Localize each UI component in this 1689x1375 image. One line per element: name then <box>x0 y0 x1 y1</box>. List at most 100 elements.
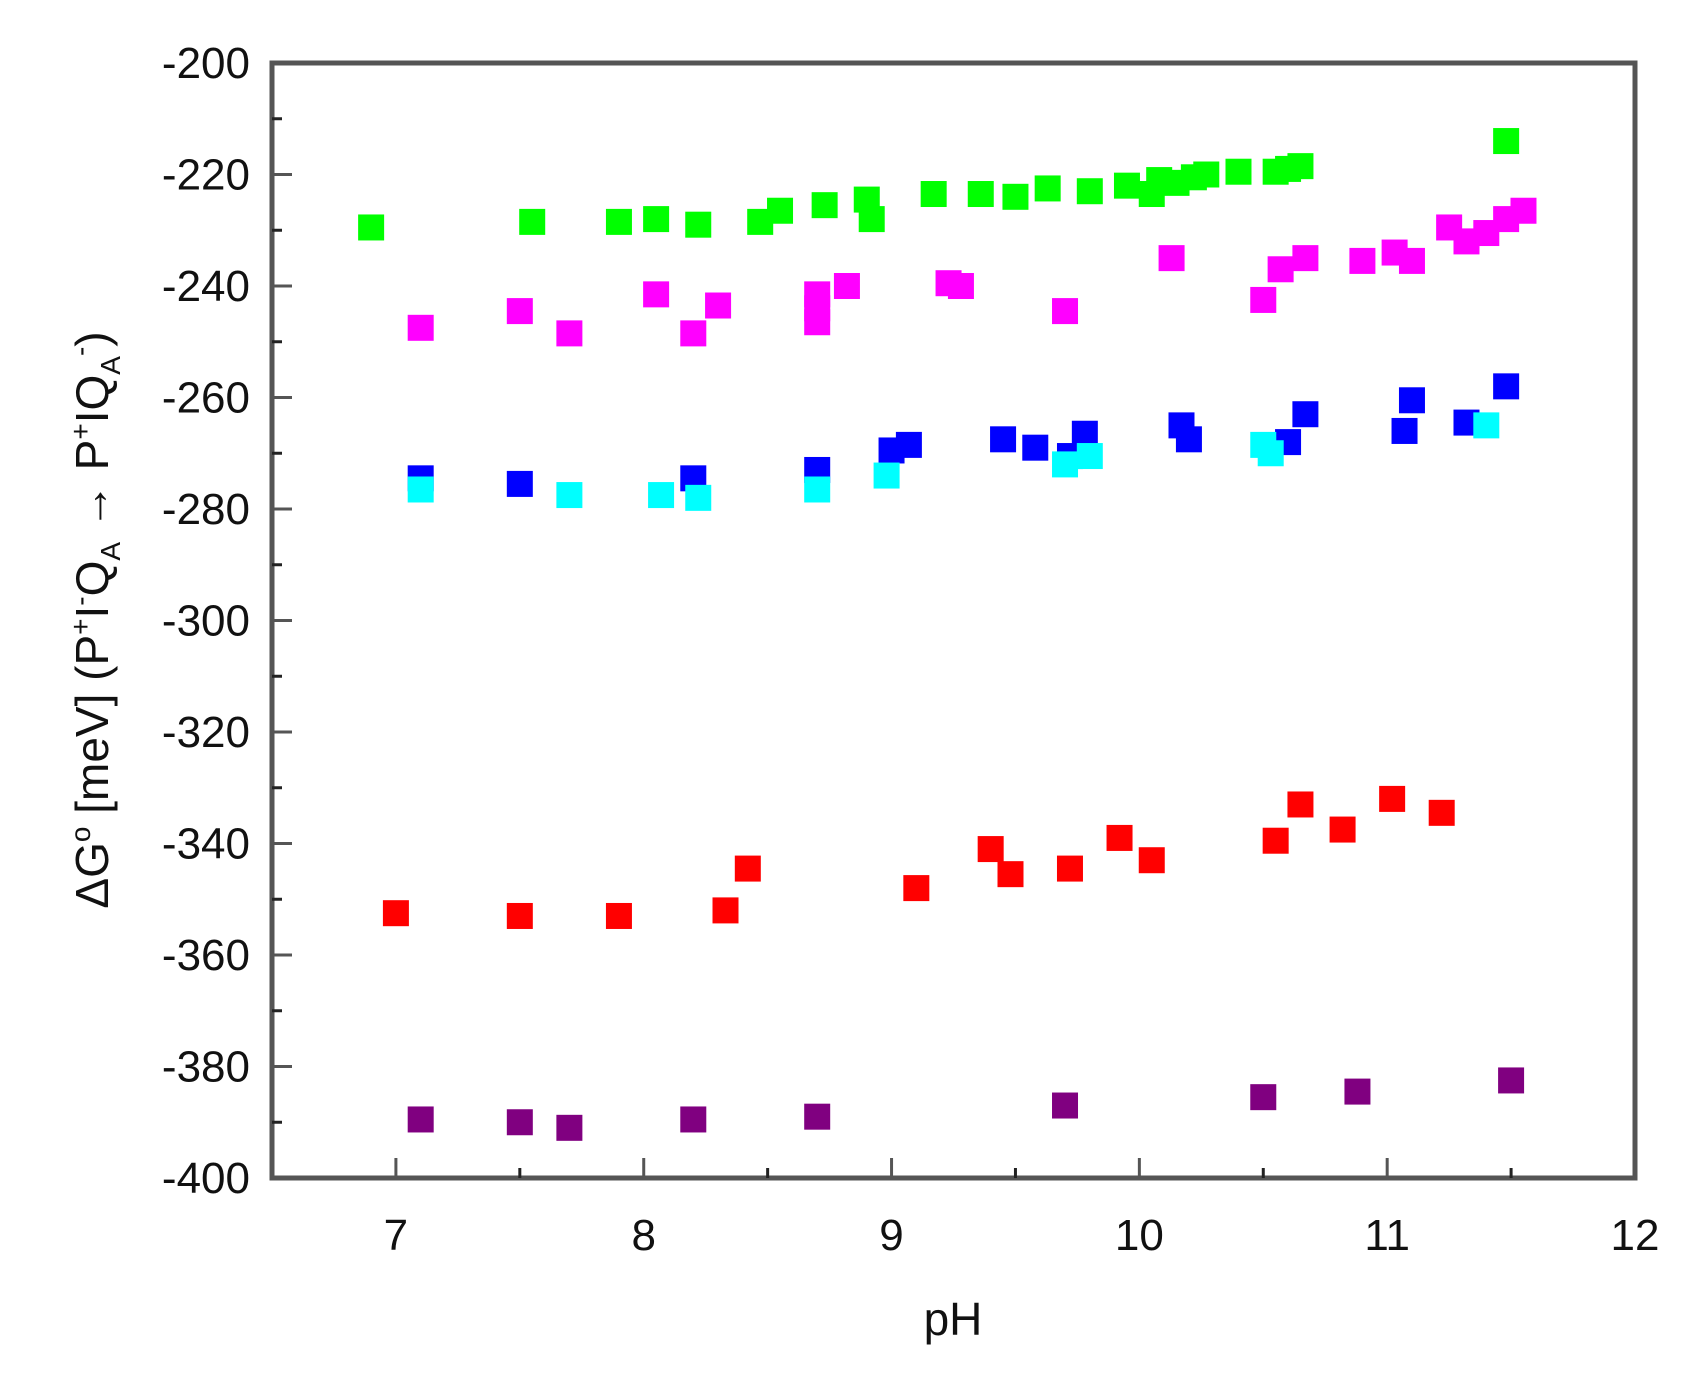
y-tick-label: -280 <box>162 485 250 534</box>
y-tick-label: -200 <box>162 39 250 88</box>
y-axis-title: ΔGo [meV] (P+I-QA → P+IQA-) <box>65 331 126 908</box>
ylabel-part: I <box>66 606 118 619</box>
y-tick-label: -380 <box>162 1043 250 1092</box>
data-point <box>1473 412 1500 439</box>
data-point <box>1292 401 1319 428</box>
data-point <box>1138 847 1165 874</box>
data-point <box>643 206 670 233</box>
data-point <box>997 861 1024 888</box>
data-points <box>358 128 1537 1141</box>
data-point <box>1398 247 1425 274</box>
data-point <box>804 476 831 503</box>
data-point <box>920 181 947 208</box>
data-point <box>903 875 930 902</box>
data-point <box>407 314 434 341</box>
data-point <box>1052 298 1079 325</box>
data-point <box>506 902 533 929</box>
data-point <box>556 320 583 347</box>
ylabel-sup: + <box>65 618 96 634</box>
y-axis: -200 -220 -240 -260 -280 -300 -320 -340 -360 -380… <box>162 39 292 1203</box>
data-point <box>1002 183 1029 210</box>
series-green <box>358 128 1520 241</box>
data-point <box>1329 816 1356 843</box>
x-tick-label: 7 <box>384 1211 408 1260</box>
ylabel-part: ) <box>66 331 118 346</box>
data-point <box>1076 178 1103 205</box>
ylabel-sup: - <box>65 596 96 605</box>
data-point <box>947 273 974 299</box>
data-point <box>407 476 434 503</box>
data-point <box>1349 247 1376 274</box>
ylabel-part: Q <box>66 561 118 597</box>
data-point <box>1106 824 1133 851</box>
data-point <box>1287 791 1314 818</box>
y-tick-label: -400 <box>162 1154 250 1203</box>
data-point <box>605 902 632 929</box>
series-magenta <box>407 197 1537 347</box>
ylabel-sub: A <box>95 542 126 561</box>
y-tick-label: -220 <box>162 151 250 200</box>
data-point <box>1034 175 1061 202</box>
data-point <box>858 206 885 233</box>
data-point <box>804 1103 831 1130</box>
y-tick-label: -340 <box>162 820 250 869</box>
ylabel-sup: o <box>65 827 96 843</box>
data-point <box>1250 286 1277 313</box>
plot-frame <box>269 60 1638 1181</box>
plot-border <box>269 60 1638 1181</box>
data-point <box>685 211 712 238</box>
data-point <box>1292 245 1319 272</box>
data-point <box>767 197 794 224</box>
data-point <box>1052 451 1079 478</box>
data-point <box>895 431 922 458</box>
series-purple <box>407 1067 1525 1141</box>
ylabel-unit: [meV] (P <box>66 635 118 827</box>
y-tick-label: -360 <box>162 931 250 980</box>
series-cyan <box>407 412 1500 511</box>
data-point <box>382 900 409 927</box>
y-tick-label: -260 <box>162 374 250 423</box>
data-point <box>556 1114 583 1141</box>
data-point <box>407 1106 434 1133</box>
data-point <box>873 462 900 489</box>
data-point <box>1428 799 1455 826</box>
data-point <box>833 273 860 299</box>
series-blue <box>407 373 1520 497</box>
ylabel-sup: + <box>65 423 96 439</box>
data-point <box>1493 373 1520 400</box>
x-axis-title: pH <box>924 1293 983 1345</box>
data-point <box>1076 443 1103 470</box>
data-point <box>519 208 546 235</box>
data-point <box>1379 785 1406 812</box>
x-tick-label: 11 <box>1364 1211 1410 1260</box>
data-point <box>990 426 1017 453</box>
data-point <box>643 281 670 308</box>
data-point <box>1262 827 1289 854</box>
data-point <box>1257 440 1284 467</box>
data-point <box>811 192 838 219</box>
series-red <box>382 785 1455 929</box>
data-point <box>705 292 732 319</box>
data-point <box>1250 1084 1277 1111</box>
data-point <box>1052 1092 1079 1119</box>
data-point <box>1175 426 1202 453</box>
ylabel-main: ΔG <box>66 842 118 909</box>
data-point <box>1493 128 1520 155</box>
ylabel-sub: A <box>95 356 126 375</box>
data-point <box>1267 256 1294 283</box>
data-point <box>712 897 739 924</box>
ylabel-part: → P <box>66 440 118 542</box>
data-point <box>1498 1067 1525 1094</box>
data-point <box>1193 161 1220 188</box>
data-point <box>506 298 533 325</box>
data-point <box>358 214 385 241</box>
data-point <box>1391 417 1418 444</box>
data-point <box>734 855 761 882</box>
data-point <box>1398 387 1425 414</box>
ylabel-sup: - <box>65 347 96 356</box>
x-tick-label: 8 <box>631 1211 655 1260</box>
data-point <box>506 1109 533 1136</box>
data-point <box>685 484 712 511</box>
x-axis: 7 8 9 10 11 12 <box>384 1158 1659 1260</box>
